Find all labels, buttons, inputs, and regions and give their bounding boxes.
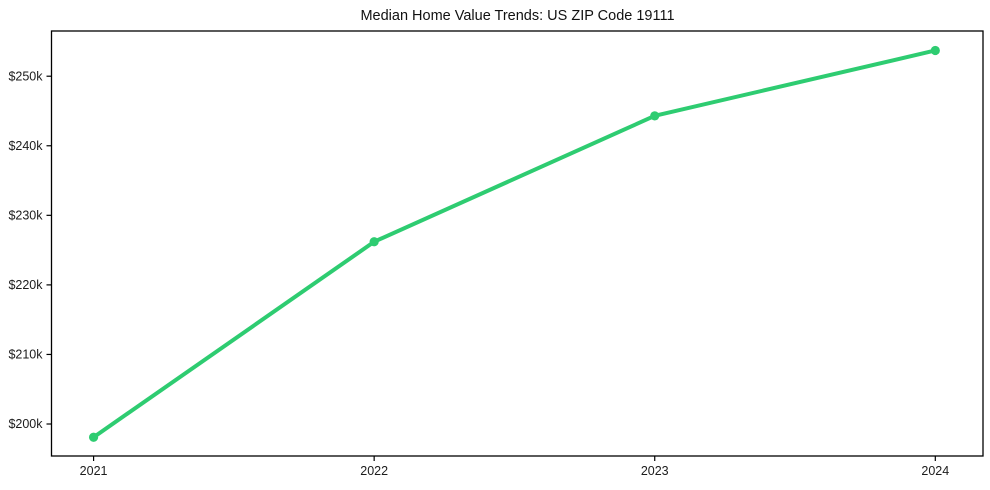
- data-point-2023: [650, 111, 660, 121]
- y-tick-label: $250k: [8, 69, 43, 83]
- x-tick-label: 2023: [641, 464, 669, 478]
- y-tick-label: $220k: [8, 278, 43, 292]
- y-tick-label: $240k: [8, 139, 43, 153]
- data-point-2024: [930, 45, 940, 56]
- y-tick-label: $200k: [8, 417, 43, 431]
- y-tick-label: $230k: [8, 209, 43, 223]
- data-point-2022: [369, 237, 379, 247]
- x-tick-label: 2022: [360, 464, 388, 478]
- data-point-2021: [88, 432, 99, 442]
- x-tick-label: 2024: [921, 464, 949, 478]
- data-line: [91, 48, 938, 440]
- y-tick-label: $210k: [8, 348, 43, 362]
- plot-border: [50, 30, 984, 457]
- x-tick-label: 2021: [80, 464, 108, 478]
- chart-title: Median Home Value Trends: US ZIP Code 19…: [360, 8, 675, 24]
